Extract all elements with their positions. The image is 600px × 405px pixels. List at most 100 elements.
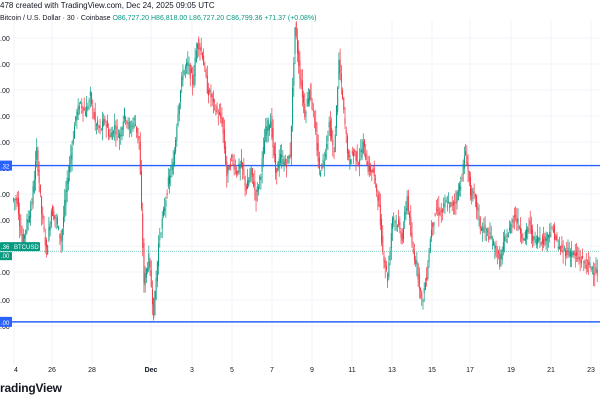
candle-body xyxy=(76,111,78,120)
candle-body xyxy=(411,232,413,245)
candle-body xyxy=(47,245,49,255)
candle-body xyxy=(533,236,535,241)
candle-body xyxy=(215,111,217,112)
candle-body xyxy=(318,157,320,170)
candle-body xyxy=(401,233,403,242)
tradingview-logo[interactable]: radingView xyxy=(0,381,62,395)
candle-body xyxy=(58,226,60,230)
candle-body xyxy=(138,136,140,141)
candle-body xyxy=(473,192,475,194)
candle-body xyxy=(193,74,195,87)
candle-body xyxy=(560,245,562,252)
candle-body xyxy=(551,227,553,229)
candle-body xyxy=(14,199,16,201)
candle-body xyxy=(70,155,72,165)
candle-body xyxy=(100,129,102,130)
candle-body xyxy=(134,124,136,126)
candle-body xyxy=(20,225,22,234)
candle-body xyxy=(539,238,541,241)
candle-body xyxy=(522,238,524,241)
candle-body xyxy=(385,265,387,270)
candle-body xyxy=(36,147,38,160)
candle-body xyxy=(153,297,155,319)
candle-body xyxy=(78,106,80,110)
candle-body xyxy=(421,292,423,299)
candle-body xyxy=(283,162,285,166)
candle-body xyxy=(452,201,454,206)
candle-body xyxy=(504,236,506,242)
candle-body xyxy=(223,129,225,149)
candle-body xyxy=(89,91,91,97)
candle-body xyxy=(198,38,200,50)
candle-body xyxy=(268,125,270,130)
candle-body xyxy=(465,151,467,155)
candle-body xyxy=(577,257,579,259)
candle-body xyxy=(416,260,418,265)
candle-body xyxy=(378,192,380,207)
candle-body xyxy=(184,66,186,69)
candle-body xyxy=(579,257,581,262)
candle-body xyxy=(255,190,257,201)
candle-body xyxy=(310,84,312,100)
candle-body xyxy=(494,244,496,249)
candle-body xyxy=(265,125,267,142)
candle-body xyxy=(86,106,88,118)
candle-body xyxy=(144,273,146,286)
candle-body xyxy=(315,121,317,133)
candle-body xyxy=(426,277,428,281)
candle-body xyxy=(393,216,395,220)
candle-body xyxy=(323,161,325,166)
candle-body xyxy=(461,177,463,180)
candle-body xyxy=(346,136,348,154)
candle-body xyxy=(250,167,252,175)
candle-body xyxy=(501,249,503,260)
candle-body xyxy=(15,198,17,201)
candle-body xyxy=(169,175,171,184)
candle-body xyxy=(28,216,30,223)
candle-body xyxy=(24,235,26,239)
candle-body xyxy=(286,165,288,168)
candle-body xyxy=(266,127,268,136)
candle-body xyxy=(208,89,210,96)
candle-body xyxy=(343,98,345,110)
candle-body xyxy=(479,217,481,230)
candle-body xyxy=(111,132,113,140)
candle-body xyxy=(406,196,408,211)
candle-body xyxy=(367,161,369,172)
candle-body xyxy=(337,87,339,112)
candle-body xyxy=(126,121,128,124)
candle-body xyxy=(120,134,122,137)
candle-body xyxy=(456,192,458,203)
candle-body xyxy=(334,134,336,153)
candle-body xyxy=(524,231,526,241)
candle-body xyxy=(444,202,446,208)
candle-body xyxy=(409,212,411,218)
candle-body xyxy=(59,233,61,238)
candle-body xyxy=(344,117,346,125)
candle-body xyxy=(141,171,143,209)
candle-body xyxy=(279,154,281,164)
y-tick-label: .00 xyxy=(0,36,10,43)
candle-body xyxy=(147,268,149,272)
y-tick-label: .00 xyxy=(0,218,10,225)
candle-body xyxy=(566,250,568,256)
logo-text: radingView xyxy=(0,381,62,395)
candle-body xyxy=(338,59,340,80)
candle-body xyxy=(82,107,84,113)
candle-body xyxy=(446,206,448,208)
candle-body xyxy=(181,76,183,88)
candle-body xyxy=(98,126,100,128)
candle-body xyxy=(264,140,266,154)
candle-body xyxy=(392,218,394,230)
x-axis: 4 26 28 Dec 3 5 7 9 11 13 15 17 19 21 23 xyxy=(14,367,595,374)
candle-body xyxy=(218,112,220,115)
candle-body xyxy=(591,268,593,269)
candle-body xyxy=(195,50,197,62)
candle-body xyxy=(460,186,462,190)
candle-body xyxy=(437,209,439,211)
candle-body xyxy=(45,240,47,248)
candle-body xyxy=(304,103,306,117)
candle-body xyxy=(210,94,212,98)
